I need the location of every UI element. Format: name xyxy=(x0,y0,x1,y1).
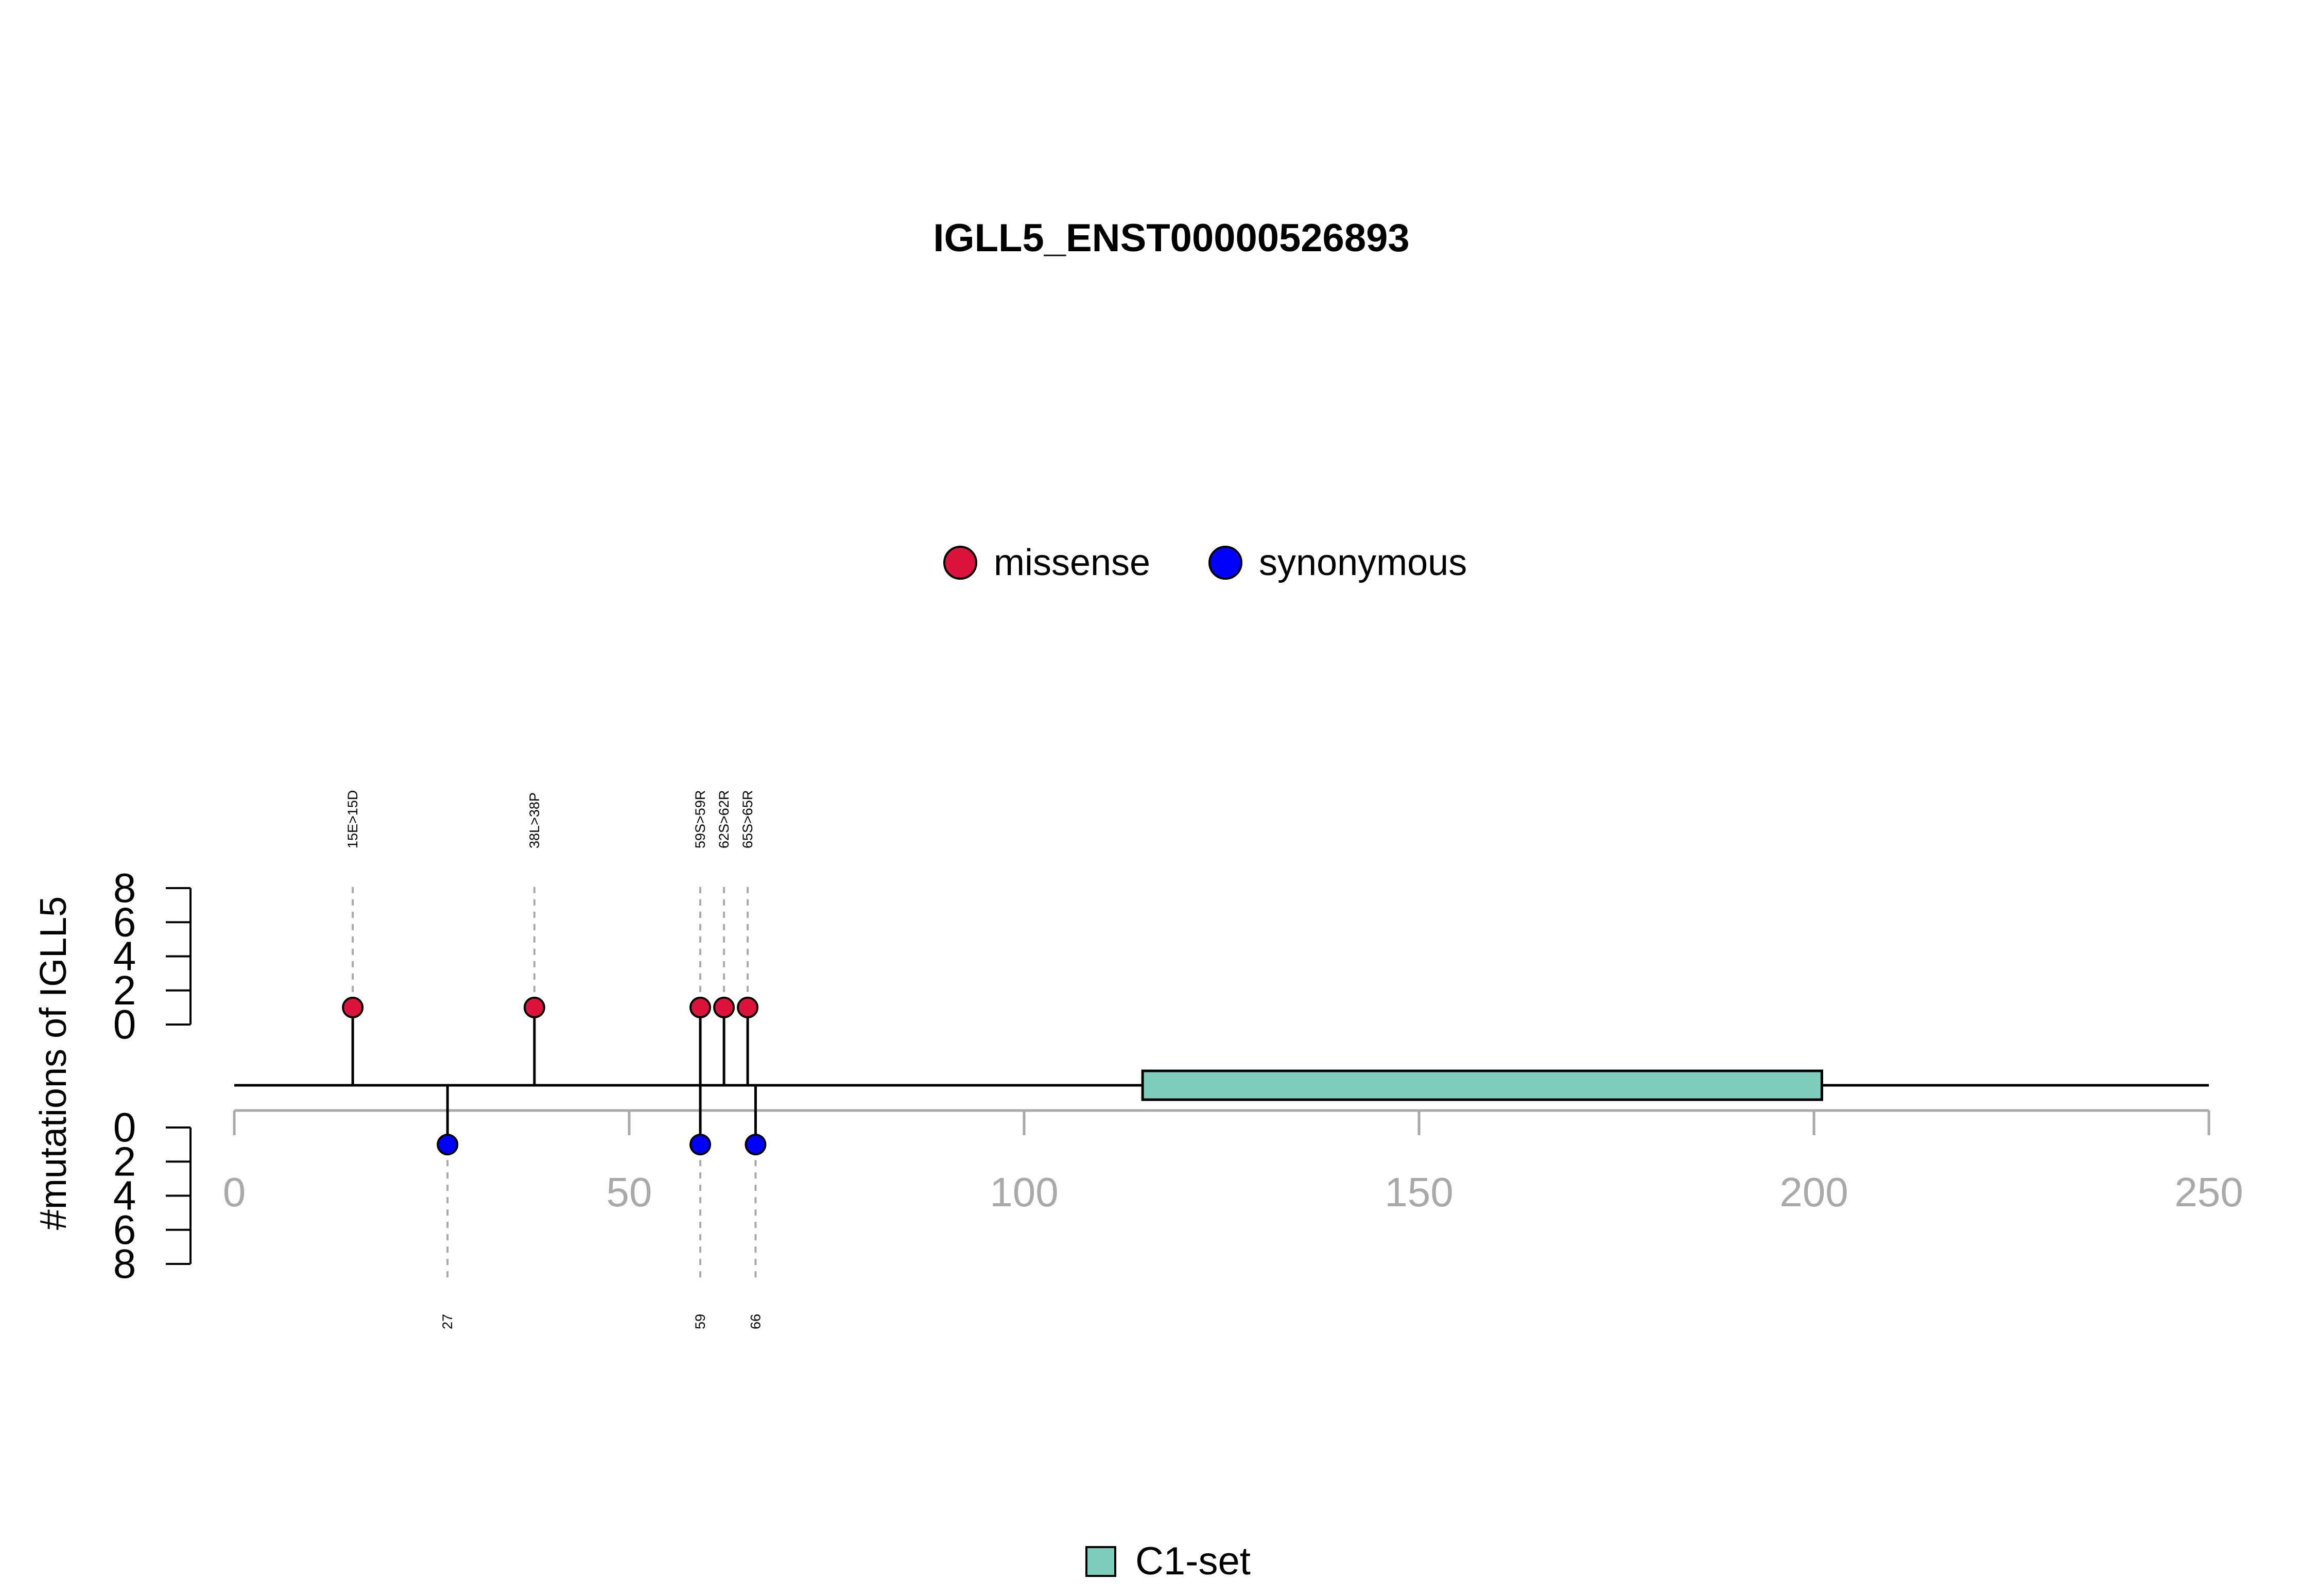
protein-domains xyxy=(1141,1069,1823,1101)
point-missense xyxy=(737,996,759,1018)
legend-label-missense: missense xyxy=(994,542,1150,583)
x-tick-label: 50 xyxy=(607,1169,652,1215)
point-missense xyxy=(342,996,364,1018)
x-tick-label: 200 xyxy=(1779,1169,1848,1215)
domain-C1-set xyxy=(1141,1069,1823,1101)
mutation-label: 66 xyxy=(748,1314,763,1329)
mutation-label: 62S>62R xyxy=(716,790,732,848)
mutation-points xyxy=(342,996,767,1156)
mutation-labels: 15E>15D 38L>38P 59S>59R 62S>62R 65S>65R 27 59 6… xyxy=(345,790,763,1329)
y-bottom-tick-label: 6 xyxy=(113,1207,136,1253)
legend: missense synonymous xyxy=(943,542,1467,583)
mutation-label: 65S>65R xyxy=(740,790,755,848)
point-synonymous xyxy=(689,1134,712,1156)
x-tick-label: 0 xyxy=(223,1169,246,1215)
point-missense xyxy=(523,996,545,1018)
y-bottom-tick-label: 2 xyxy=(113,1138,136,1184)
domain-legend: C1-set xyxy=(1085,1539,1251,1583)
domain-legend-label: C1-set xyxy=(1135,1539,1251,1583)
legend-marker-synonymous xyxy=(1208,546,1242,580)
y-top-tick-label: 8 xyxy=(113,865,136,911)
y-bottom-tick-label: 8 xyxy=(113,1241,136,1287)
point-synonymous xyxy=(745,1134,767,1156)
x-tick-label: 250 xyxy=(2174,1169,2243,1215)
y-bottom-tick-label: 0 xyxy=(113,1104,136,1150)
y-bottom-tick-label: 4 xyxy=(113,1173,136,1219)
point-missense xyxy=(713,996,735,1018)
mutation-label: 59S>59R xyxy=(693,790,708,848)
domain-legend-swatch xyxy=(1085,1546,1116,1577)
mutation-label: 59 xyxy=(693,1314,708,1329)
mutation-label: 27 xyxy=(440,1314,455,1329)
legend-marker-missense xyxy=(943,546,977,580)
chart-title: IGLL5_ENST00000526893 xyxy=(933,216,1409,260)
y-top-tick-label: 0 xyxy=(113,1001,136,1047)
y-top-tick-label: 4 xyxy=(113,933,136,979)
x-axis: 0 50 100 150 200 250 xyxy=(223,1109,2243,1215)
y-top-tick-label: 6 xyxy=(113,899,136,945)
point-missense xyxy=(689,996,712,1018)
point-synonymous xyxy=(437,1134,459,1156)
y-axis-label: #mutations of IGLL5 xyxy=(33,896,74,1230)
x-tick-label: 100 xyxy=(990,1169,1058,1215)
y-top-tick-label: 2 xyxy=(113,967,136,1013)
mutation-label: 38L>38P xyxy=(527,792,542,848)
x-tick-label: 150 xyxy=(1385,1169,1453,1215)
legend-label-synonymous: synonymous xyxy=(1259,542,1467,583)
mutation-label: 15E>15D xyxy=(345,790,360,848)
lollipop-stems xyxy=(351,883,757,1279)
